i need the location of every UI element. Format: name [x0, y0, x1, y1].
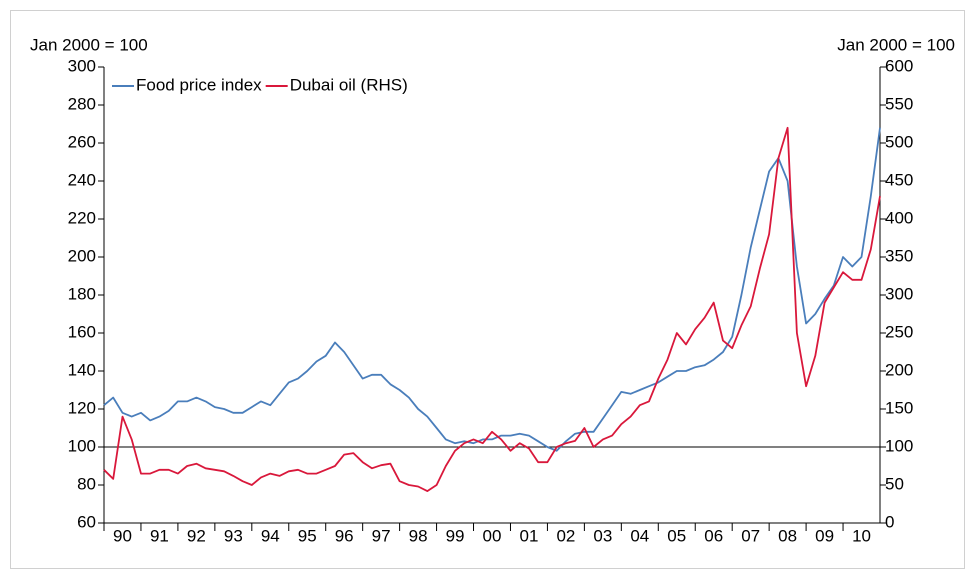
y2-tick-label: 0 [885, 512, 894, 531]
y2-tick-label: 100 [885, 436, 913, 455]
x-tick-label: 03 [593, 526, 612, 545]
x-tick-label: 04 [630, 526, 649, 545]
legend-label: Food price index [136, 75, 262, 94]
y2-tick-label: 550 [885, 94, 913, 113]
chart-frame [10, 10, 965, 569]
x-tick-label: 90 [113, 526, 132, 545]
y-tick-label: 160 [68, 322, 96, 341]
y2-tick-label: 400 [885, 208, 913, 227]
y2-tick-label: 450 [885, 170, 913, 189]
y-tick-label: 280 [68, 94, 96, 113]
y-axis-title: Jan 2000 = 100 [30, 35, 148, 54]
x-tick-label: 95 [298, 526, 317, 545]
y-tick-label: 100 [68, 436, 96, 455]
x-tick-label: 05 [667, 526, 686, 545]
x-tick-label: 06 [704, 526, 723, 545]
y2-tick-label: 50 [885, 474, 904, 493]
x-tick-label: 94 [261, 526, 280, 545]
y-tick-label: 80 [77, 474, 96, 493]
y-tick-label: 240 [68, 170, 96, 189]
y-tick-label: 300 [68, 56, 96, 75]
x-tick-label: 00 [483, 526, 502, 545]
x-tick-label: 01 [519, 526, 538, 545]
x-tick-label: 02 [556, 526, 575, 545]
y2-tick-label: 150 [885, 398, 913, 417]
y2-tick-label: 200 [885, 360, 913, 379]
x-tick-label: 08 [778, 526, 797, 545]
x-tick-label: 98 [409, 526, 428, 545]
y-tick-label: 180 [68, 284, 96, 303]
y-tick-label: 220 [68, 208, 96, 227]
y2-tick-label: 600 [885, 56, 913, 75]
y-tick-label: 140 [68, 360, 96, 379]
y-tick-label: 60 [77, 512, 96, 531]
y-tick-label: 260 [68, 132, 96, 151]
y2-tick-label: 300 [885, 284, 913, 303]
y2-tick-label: 250 [885, 322, 913, 341]
x-tick-label: 93 [224, 526, 243, 545]
y2-tick-label: 500 [885, 132, 913, 151]
x-tick-label: 07 [741, 526, 760, 545]
data-line [103, 126, 881, 492]
data-line [103, 127, 881, 452]
x-tick-label: 09 [815, 526, 834, 545]
x-tick-label: 96 [335, 526, 354, 545]
x-tick-label: 10 [852, 526, 871, 545]
x-tick-label: 99 [446, 526, 465, 545]
x-tick-label: 97 [372, 526, 391, 545]
y2-axis-title: Jan 2000 = 100 [837, 35, 955, 54]
x-tick-label: 91 [150, 526, 169, 545]
y2-tick-label: 350 [885, 246, 913, 265]
y-tick-label: 200 [68, 246, 96, 265]
y-tick-label: 120 [68, 398, 96, 417]
x-tick-label: 92 [187, 526, 206, 545]
legend-label: Dubai oil (RHS) [290, 75, 408, 94]
